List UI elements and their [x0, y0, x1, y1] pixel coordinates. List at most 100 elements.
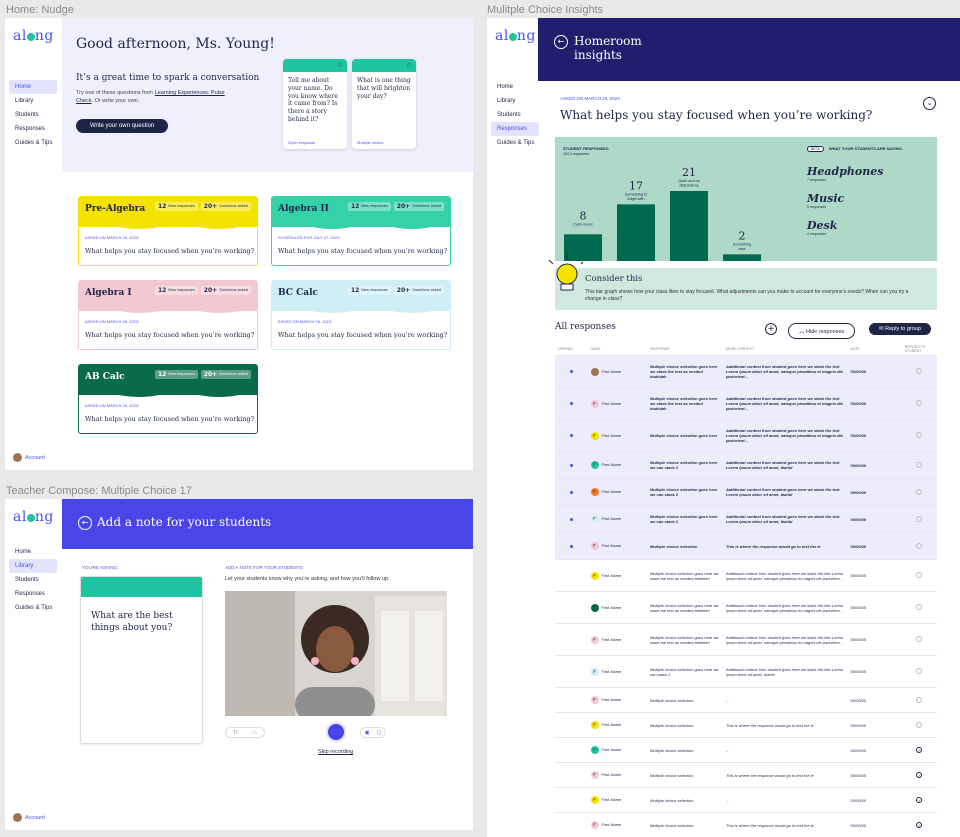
logo[interactable]: al ng: [13, 28, 54, 44]
logo[interactable]: al ng: [13, 509, 54, 525]
hide-responses-button[interactable]: ︿ Hide responses: [788, 323, 856, 339]
table-row[interactable]: F First-Name Multiple choice selection --…: [555, 787, 937, 813]
not-replied-icon[interactable]: [916, 572, 923, 578]
not-replied-icon[interactable]: [916, 721, 923, 728]
nav-home[interactable]: Home: [15, 549, 32, 555]
not-replied-icon[interactable]: [916, 696, 923, 703]
nav-guides[interactable]: Guides & Tips: [15, 605, 53, 611]
student-name[interactable]: First-Name: [601, 797, 622, 803]
word: Music: [807, 192, 845, 205]
student-name[interactable]: First-Name: [601, 747, 622, 753]
student-name[interactable]: First-Name: [601, 636, 622, 642]
suggestion-card[interactable]: ☆ Tell me about your name. Do you know w…: [283, 59, 347, 149]
table-row[interactable]: F First-Name Multiple choice selection go…: [555, 478, 937, 506]
student-name[interactable]: First-Name: [601, 604, 622, 610]
not-replied-icon[interactable]: [916, 368, 923, 374]
record-mode-controls[interactable]: ▣ ▢: [360, 727, 386, 738]
class-card[interactable]: Algebra I 12 New responses 20+ Questions a…: [78, 280, 258, 350]
reply-to-group-button[interactable]: ✉ Reply to group: [869, 323, 931, 335]
class-card[interactable]: BC Calc 12 New responses 20+ Questions ask…: [271, 280, 451, 350]
student-name[interactable]: First-Name: [601, 722, 622, 728]
nav-guides[interactable]: Guides & Tips: [15, 140, 53, 146]
logo[interactable]: al ng: [495, 28, 536, 44]
back-icon[interactable]: ←: [78, 516, 92, 530]
account-link[interactable]: Account: [13, 813, 45, 822]
add-icon[interactable]: +: [765, 323, 777, 335]
record-button[interactable]: [326, 722, 346, 742]
student-name[interactable]: First-Name: [601, 572, 622, 578]
table-row[interactable]: F First-Name Multiple choice selection Th…: [555, 712, 937, 738]
class-card[interactable]: AB Calc 12 New responses 20+ Questions ask…: [78, 364, 258, 434]
star-icon[interactable]: ☆: [336, 61, 343, 69]
star-icon[interactable]: ☆: [405, 61, 412, 69]
table-row[interactable]: F First-Name Multiple choice selection Th…: [555, 762, 937, 788]
not-replied-icon[interactable]: [916, 542, 923, 549]
replied-check-icon[interactable]: ✓: [916, 822, 923, 829]
not-replied-icon[interactable]: [916, 604, 923, 610]
replied-check-icon[interactable]: ✓: [916, 772, 923, 778]
nav-students[interactable]: Students: [15, 112, 39, 118]
student-name[interactable]: First-Name: [601, 543, 622, 549]
replied-check-icon[interactable]: ✓: [916, 747, 923, 753]
learning-experiences-link[interactable]: Learning Experiences: Pulse Check: [76, 90, 225, 104]
nav-students[interactable]: Students: [15, 577, 39, 583]
not-replied-icon[interactable]: [916, 400, 923, 406]
nav-responses[interactable]: Responses: [15, 591, 46, 597]
not-replied-icon[interactable]: [916, 515, 923, 522]
student-name[interactable]: First-Name: [601, 368, 622, 374]
not-replied-icon[interactable]: [916, 636, 923, 642]
not-replied-icon[interactable]: [916, 432, 923, 438]
not-replied-icon[interactable]: [916, 488, 923, 495]
student-name[interactable]: First-Name: [601, 400, 622, 406]
nav-home[interactable]: Home: [497, 84, 514, 90]
table-row[interactable]: F First-Name Multiple choice selection go…: [555, 387, 937, 420]
table-row[interactable]: F First-Name Multiple choice selection go…: [555, 451, 937, 479]
student-name[interactable]: First-Name: [601, 668, 622, 674]
table-row[interactable]: F First-Name Multiple choice selection --…: [555, 687, 937, 713]
nav-responses[interactable]: Responses: [491, 122, 539, 136]
not-replied-icon[interactable]: [916, 668, 923, 674]
nav-library[interactable]: Library: [9, 559, 57, 573]
class-card[interactable]: Algebra II 12 New responses 20+ Questions …: [271, 196, 451, 266]
table-row[interactable]: F First-Name Multiple choice selection --…: [555, 737, 937, 763]
response-text: Multiple choice selection goes here we s…: [647, 355, 723, 388]
chart-category-label: Quiet and no distractions: [678, 179, 700, 188]
nav-library[interactable]: Library: [497, 98, 516, 104]
not-replied-icon[interactable]: [916, 461, 923, 468]
skip-recording-link[interactable]: Skip recording: [318, 749, 354, 755]
student-name[interactable]: First-Name: [601, 697, 622, 703]
table-row[interactable]: F First-Name Multiple choice selection go…: [555, 655, 937, 688]
column-header[interactable]: NAME: [590, 347, 601, 351]
questions-asked-stat: 20+ Questions asked: [393, 202, 444, 211]
table-row[interactable]: First-Name Multiple choice selection goe…: [555, 355, 937, 388]
back-icon[interactable]: ←: [554, 35, 568, 49]
class-card[interactable]: Pre-Algebra 12 New responses 20+ Questions…: [78, 196, 258, 266]
account-link[interactable]: Account: [13, 453, 45, 462]
table-row[interactable]: F First-Name Multiple choice selection go…: [555, 623, 937, 656]
student-name[interactable]: First-Name: [601, 772, 622, 778]
table-row[interactable]: F First-Name Multiple choice selection go…: [555, 591, 937, 624]
table-row[interactable]: F First-Name Multiple choice selection Th…: [555, 532, 937, 560]
nav-students[interactable]: Students: [497, 112, 521, 118]
nav-library[interactable]: Library: [15, 98, 34, 104]
student-name[interactable]: First-Name: [601, 822, 622, 828]
nav-responses[interactable]: Responses: [15, 126, 46, 132]
chevron-down-icon[interactable]: ⌄: [923, 97, 936, 110]
table-row[interactable]: F First-Name Multiple choice selection go…: [555, 419, 937, 452]
replied-check-icon[interactable]: ✓: [916, 797, 923, 803]
chart-category-label: Something else: [733, 242, 751, 251]
table-row[interactable]: F First-Name Multiple choice selection Th…: [555, 812, 937, 837]
table-row[interactable]: F First-Name Multiple choice selection go…: [555, 505, 937, 533]
write-question-button[interactable]: Write your own question: [76, 119, 169, 133]
caption-controls[interactable]: Tt ▭: [225, 727, 265, 738]
table-row[interactable]: F First-Name Multiple choice selection go…: [555, 559, 937, 592]
student-name[interactable]: First-Name: [601, 462, 622, 468]
column-header: DATE: [850, 347, 860, 351]
student-name[interactable]: First-Name: [601, 489, 622, 495]
nav-home[interactable]: Home: [9, 80, 57, 94]
student-name[interactable]: First-Name: [601, 432, 622, 438]
suggestion-card[interactable]: ☆ What is one thing that will brighten y…: [352, 59, 416, 149]
nav-guides[interactable]: Guides & Tips: [497, 140, 535, 146]
student-name[interactable]: First-Name: [601, 516, 622, 522]
student-initial: [590, 367, 599, 376]
